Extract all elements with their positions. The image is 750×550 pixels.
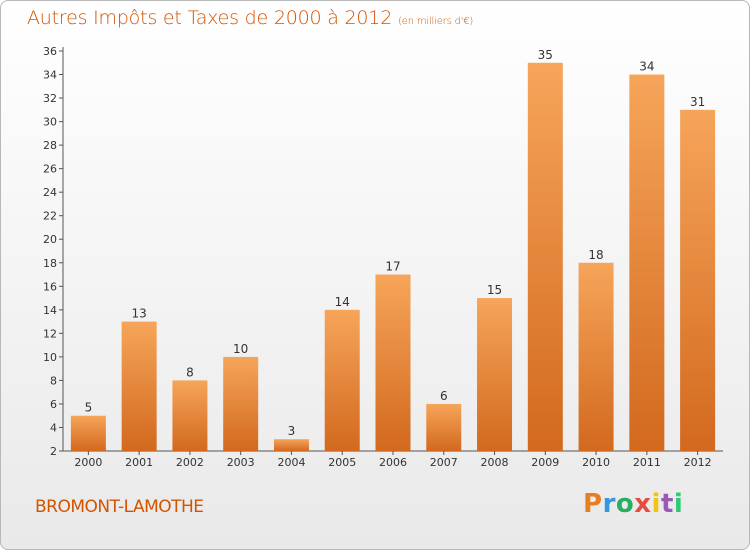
y-tick-label: 18	[43, 257, 57, 270]
bar-value-label: 13	[132, 307, 147, 321]
x-tick-label: 2005	[328, 456, 356, 469]
bar-2001	[121, 321, 157, 451]
proxiti-logo[interactable]: Proxiti	[583, 489, 683, 519]
chart-title-text: Autres Impôts et Taxes de 2000 à 2012	[27, 7, 393, 29]
chart-bars	[70, 62, 716, 451]
bar-2009	[527, 62, 563, 451]
chart-subtitle: (en milliers d'€)	[398, 16, 474, 27]
bar-value-label: 3	[288, 424, 296, 438]
bar-2008	[477, 298, 513, 451]
city-name: BROMONT-LAMOTHE	[35, 497, 204, 517]
bar-value-label: 10	[233, 342, 248, 356]
bar-2011	[629, 74, 665, 451]
y-tick-label: 8	[50, 374, 57, 387]
bar-2004	[273, 439, 309, 451]
bar-value-label: 14	[335, 295, 350, 309]
bar-2005	[324, 309, 360, 451]
y-tick-label: 2	[50, 445, 57, 458]
x-tick-label: 2008	[481, 456, 509, 469]
logo-letter: P	[583, 489, 603, 519]
y-tick-label: 10	[43, 351, 57, 364]
y-tick-label: 26	[43, 163, 57, 176]
y-tick-label: 34	[43, 69, 57, 82]
x-tick-label: 2006	[379, 456, 407, 469]
x-tick-label: 2007	[430, 456, 458, 469]
bar-2007	[426, 403, 462, 451]
chart-title: Autres Impôts et Taxes de 2000 à 2012 (en…	[27, 7, 473, 29]
y-tick-label: 22	[43, 210, 57, 223]
y-tick-label: 14	[43, 304, 57, 317]
bar-2006	[375, 274, 411, 451]
y-tick-label: 28	[43, 139, 57, 152]
logo-letter: r	[602, 489, 616, 519]
bar-2000	[70, 415, 106, 451]
x-tick-label: 2003	[227, 456, 255, 469]
y-tick-label: 24	[43, 186, 57, 199]
x-tick-label: 2012	[684, 456, 712, 469]
bar-2002	[172, 380, 208, 451]
x-tick-label: 2004	[277, 456, 305, 469]
bar-value-label: 15	[487, 283, 502, 297]
bar-value-label: 8	[186, 365, 194, 379]
bar-value-label: 34	[639, 60, 654, 74]
y-tick-label: 4	[50, 421, 57, 434]
x-tick-label: 2011	[633, 456, 661, 469]
x-tick-label: 2002	[176, 456, 204, 469]
bar-value-label: 5	[85, 401, 93, 415]
y-tick-label: 16	[43, 280, 57, 293]
x-tick-label: 2000	[74, 456, 102, 469]
x-tick-label: 2009	[531, 456, 559, 469]
x-tick-label: 2010	[582, 456, 610, 469]
y-tick-label: 36	[43, 45, 57, 58]
bar-2003	[223, 356, 259, 451]
chart-labels: 2000 5 2001 13 2002 8 2003 10 2004 3 2005 14 2006 17 2…	[74, 48, 711, 469]
y-tick-label: 32	[43, 92, 57, 105]
x-tick-label: 2001	[125, 456, 153, 469]
logo-letter: i	[673, 489, 684, 519]
bar-value-label: 35	[538, 48, 553, 62]
logo-letter: i	[651, 489, 661, 519]
bar-value-label: 31	[690, 95, 705, 109]
y-tick-label: 6	[50, 398, 57, 411]
bar-value-label: 17	[385, 260, 400, 274]
logo-letters: Proxiti	[583, 489, 683, 519]
logo-letter: x	[634, 489, 652, 519]
bar-value-label: 18	[588, 248, 603, 262]
bar-2012	[680, 109, 716, 451]
bar-value-label: 6	[440, 389, 448, 403]
logo-letter: o	[615, 489, 635, 519]
y-tick-label: 30	[43, 116, 57, 129]
y-tick-label: 12	[43, 327, 57, 340]
bar-2010	[578, 262, 614, 451]
y-tick-label: 20	[43, 233, 57, 246]
logo-letter: t	[660, 489, 674, 519]
